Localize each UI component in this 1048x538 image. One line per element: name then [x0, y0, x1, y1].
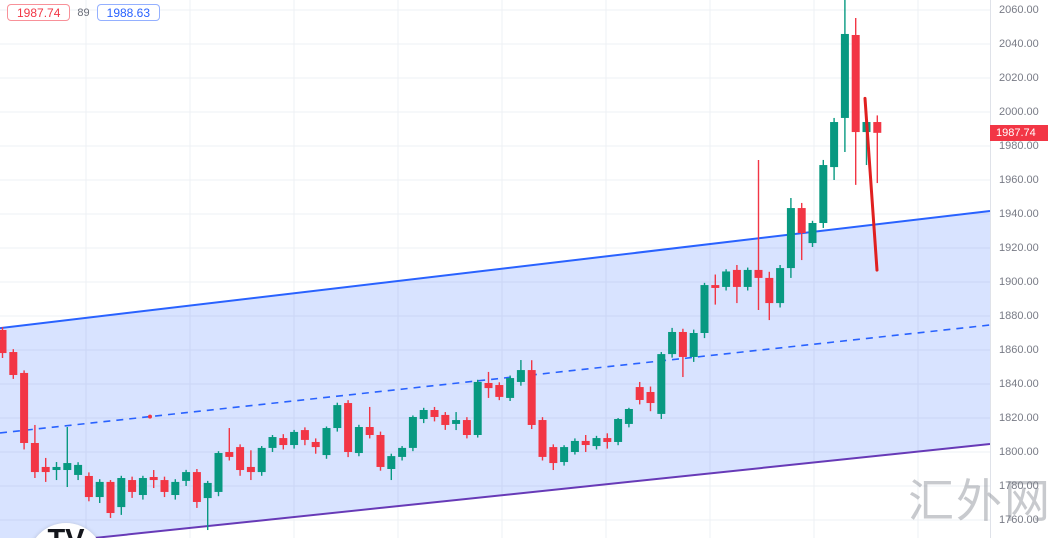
- price-axis-label: 2060.00: [999, 4, 1039, 16]
- price-axis-label: 1840.00: [999, 378, 1039, 390]
- price-axis-label: 1960.00: [999, 174, 1039, 186]
- ask-price-button[interactable]: 1988.63: [96, 4, 161, 21]
- price-axis-label: 1780.00: [999, 480, 1039, 492]
- price-axis-labels: 2060.00 2040.00 2020.00 2000.00 1980.00 1960.…: [990, 0, 1048, 538]
- price-axis-label: 2000.00: [999, 106, 1039, 118]
- trendline: [863, 96, 879, 272]
- price-axis-label: 1920.00: [999, 242, 1039, 254]
- last-price-value: 1987.74: [996, 126, 1036, 139]
- price-axis-label: 1760.00: [999, 514, 1039, 526]
- quote-bar: 1987.74 89 1988.63: [7, 4, 161, 21]
- price-axis-label: 1880.00: [999, 310, 1039, 322]
- price-axis-label: 1940.00: [999, 208, 1039, 220]
- bid-price-button[interactable]: 1987.74: [7, 4, 71, 21]
- price-axis-label: 2020.00: [999, 72, 1039, 84]
- price-axis-label: 2040.00: [999, 38, 1039, 50]
- price-axis-label: 1820.00: [999, 412, 1039, 424]
- tradingview-logo-text: TV: [47, 524, 84, 538]
- price-axis-panel[interactable]: [990, 0, 1048, 538]
- price-axis-label: 1800.00: [999, 446, 1039, 458]
- grid-layer: [0, 0, 990, 538]
- candles-layer: [0, 0, 882, 531]
- candlestick-chart-canvas[interactable]: [0, 0, 990, 538]
- price-axis-label: 1900.00: [999, 276, 1039, 288]
- parallel-channel: [0, 209, 990, 538]
- spread-value: 89: [77, 6, 90, 19]
- price-axis-label: 1980.00: [999, 140, 1039, 152]
- price-axis-label: 1860.00: [999, 344, 1039, 356]
- last-price-label: 1987.74: [990, 124, 1048, 141]
